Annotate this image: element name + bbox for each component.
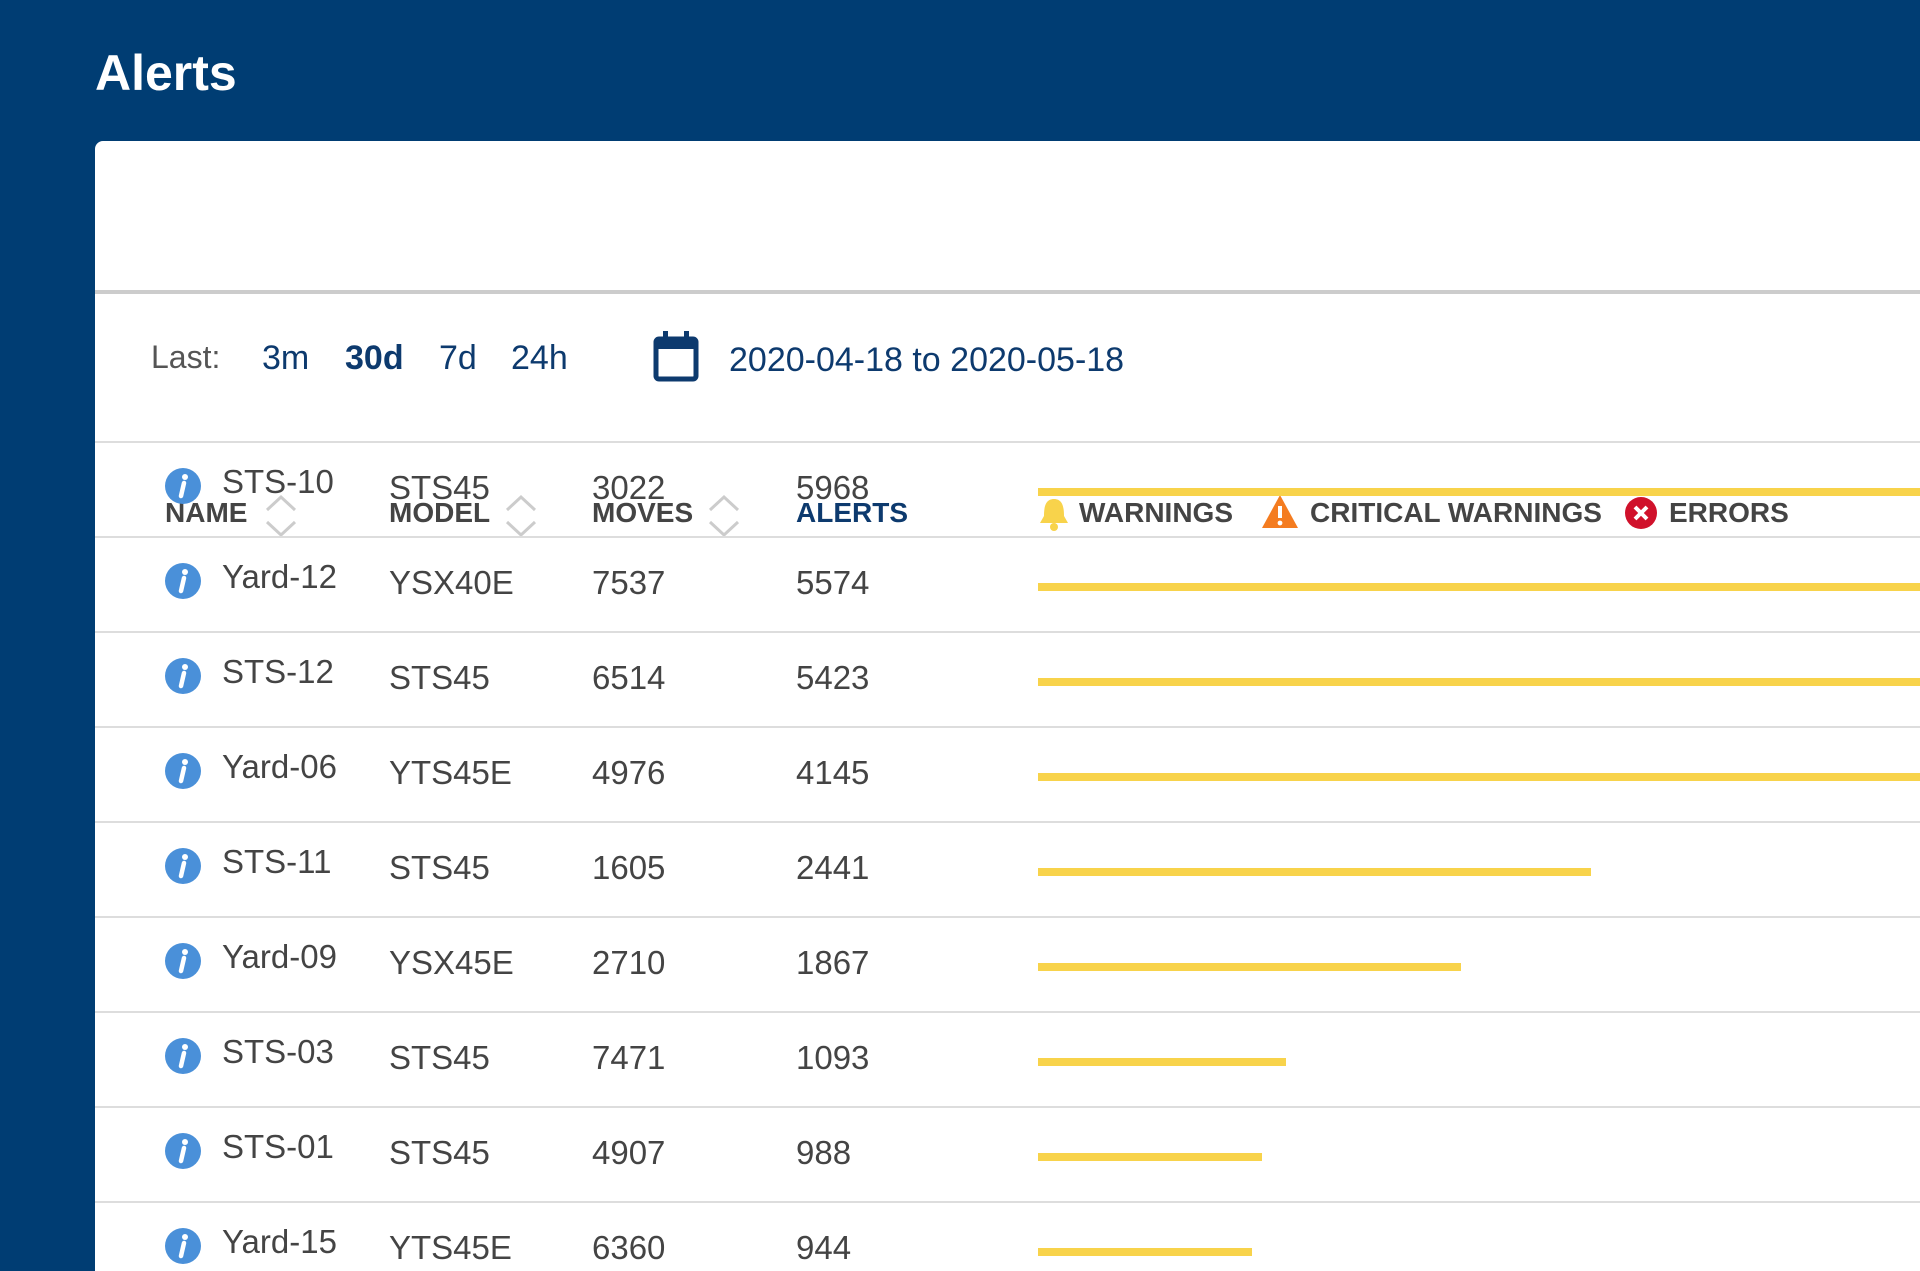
cell: 2710 xyxy=(592,944,666,981)
name-cell: Yard-09 xyxy=(222,938,337,975)
separator xyxy=(95,916,1920,918)
warning-bar xyxy=(1038,1153,1262,1161)
separator xyxy=(95,631,1920,633)
cell: 5423 xyxy=(796,659,870,696)
separator xyxy=(95,1201,1920,1203)
separator xyxy=(95,726,1920,728)
cell: 4145 xyxy=(796,754,870,791)
name-cell: STS-10 xyxy=(222,463,334,500)
page-title: Alerts xyxy=(95,45,237,101)
sort-icon[interactable] xyxy=(704,492,744,540)
name-cell: Yard-15 xyxy=(222,1223,337,1260)
cell: STS45 xyxy=(389,849,490,886)
info-icon[interactable] xyxy=(164,752,202,790)
sort-icon[interactable] xyxy=(261,492,301,540)
name-cell: STS-12 xyxy=(222,653,334,690)
filter-label: Last: xyxy=(151,339,221,375)
range-option[interactable]: 30d xyxy=(345,339,404,377)
cell: 1605 xyxy=(592,849,666,886)
cell: 4976 xyxy=(592,754,666,791)
info-icon[interactable] xyxy=(164,942,202,980)
range-option[interactable]: 7d xyxy=(439,339,477,377)
cell: 7537 xyxy=(592,564,666,601)
cell: STS45 xyxy=(389,469,490,506)
cell: 1867 xyxy=(796,944,870,981)
divider xyxy=(95,290,1920,294)
cell: YSX40E xyxy=(389,564,514,601)
cell: 944 xyxy=(796,1229,852,1266)
info-icon[interactable] xyxy=(164,1227,202,1265)
name-cell: Yard-06 xyxy=(222,748,337,785)
info-icon[interactable] xyxy=(164,847,202,885)
bell-icon xyxy=(1040,499,1068,531)
info-icon[interactable] xyxy=(164,562,202,600)
cell: 4907 xyxy=(592,1134,666,1171)
cell: 7471 xyxy=(592,1039,666,1076)
cell: YSX45E xyxy=(389,944,514,981)
info-icon[interactable] xyxy=(164,467,202,505)
separator xyxy=(95,1106,1920,1108)
critical-icon xyxy=(1262,495,1298,528)
legend-entry: ERRORS xyxy=(1669,497,1789,528)
separator xyxy=(95,1011,1920,1013)
cell: 5574 xyxy=(796,564,870,601)
warning-bar xyxy=(1038,963,1461,971)
cell: 3022 xyxy=(592,469,666,506)
name-cell: Yard-12 xyxy=(222,558,337,595)
date-range[interactable]: 2020-04-18 to 2020-05-18 xyxy=(729,341,1125,379)
info-icon[interactable] xyxy=(164,657,202,695)
name-cell: STS-01 xyxy=(222,1128,334,1165)
cell: YTS45E xyxy=(389,1229,512,1266)
cell: STS45 xyxy=(389,1134,490,1171)
column-header[interactable]: MOVES xyxy=(592,497,694,528)
separator xyxy=(95,821,1920,823)
warning-bar xyxy=(1038,583,1920,591)
warning-bar xyxy=(1038,678,1920,686)
cell: 5968 xyxy=(796,469,870,506)
column-header[interactable]: MODEL xyxy=(389,497,491,528)
legend-entry: WARNINGS xyxy=(1079,497,1233,528)
warning-bar xyxy=(1038,773,1920,781)
name-cell: STS-11 xyxy=(222,843,332,880)
cell: STS45 xyxy=(389,1039,490,1076)
range-option[interactable]: 3m xyxy=(262,339,310,377)
cell: 2441 xyxy=(796,849,870,886)
error-icon xyxy=(1625,497,1657,529)
name-cell: STS-03 xyxy=(222,1033,334,1070)
cell: 1093 xyxy=(796,1039,870,1076)
info-icon[interactable] xyxy=(164,1132,202,1170)
info-icon[interactable] xyxy=(164,1037,202,1075)
column-header[interactable]: ALERTS xyxy=(796,497,908,528)
warning-bar xyxy=(1038,1248,1252,1256)
sort-icon[interactable] xyxy=(501,492,541,540)
alerts-card: Last: 2020-04-18 to 2020-05-18 3m 30d 7d 24… xyxy=(95,141,1920,1271)
cell: 6360 xyxy=(592,1229,666,1266)
cell: 988 xyxy=(796,1134,852,1171)
separator xyxy=(95,441,1920,443)
range-option[interactable]: 24h xyxy=(511,339,568,377)
legend-entry: CRITICAL WARNINGS xyxy=(1310,497,1602,528)
warning-bar xyxy=(1038,1058,1286,1066)
calendar-icon[interactable] xyxy=(653,331,699,383)
separator xyxy=(95,536,1920,538)
cell: 6514 xyxy=(592,659,666,696)
warning-bar xyxy=(1038,868,1591,876)
cell: YTS45E xyxy=(389,754,512,791)
cell: STS45 xyxy=(389,659,490,696)
warning-bar xyxy=(1038,488,1920,496)
